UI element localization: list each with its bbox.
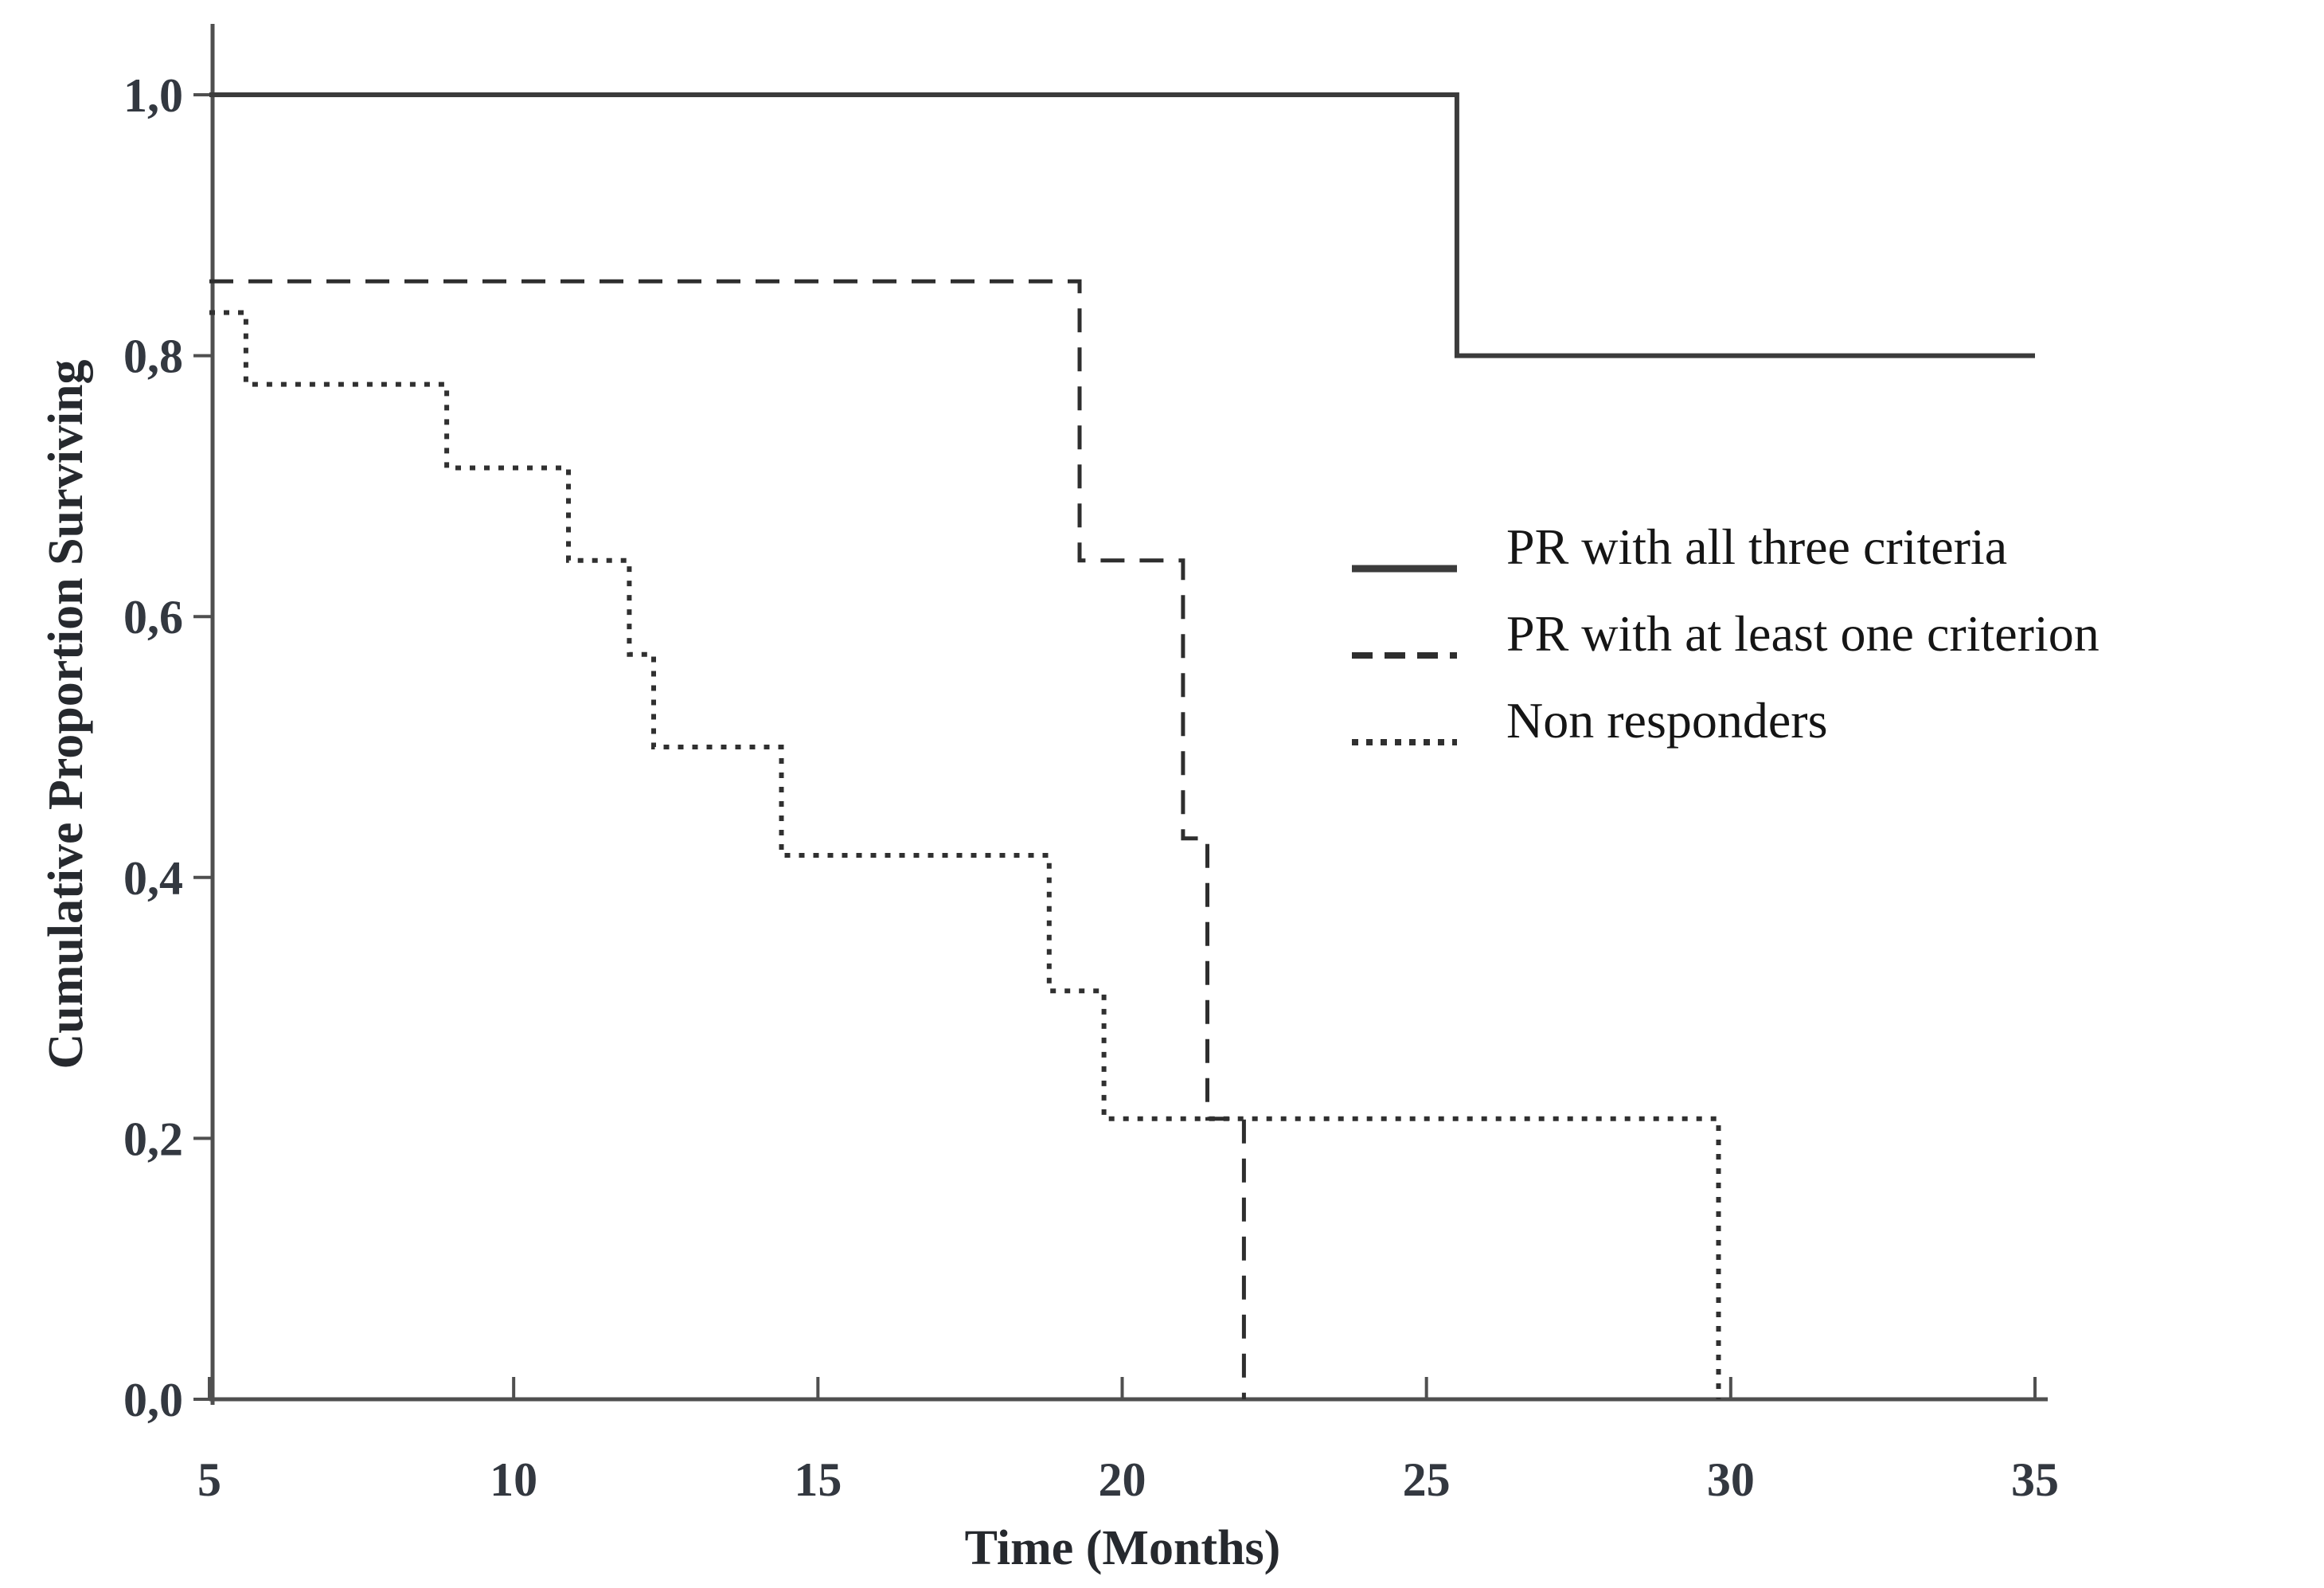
legend-item: PR with at least one criterion (1352, 605, 2099, 662)
x-tick-label: 35 (2011, 1453, 2059, 1506)
x-axis-ticks: 5 10 15 20 25 30 35 (197, 1377, 2059, 1506)
legend-label: PR with at least one criterion (1506, 605, 2099, 662)
series-dashed-line (209, 279, 1246, 1399)
legend-label: Non responders (1506, 692, 1827, 749)
y-tick-label: 0,8 (123, 331, 183, 383)
y-axis-title: Cumulative Proportion Surviving (39, 359, 93, 1069)
y-tick-label: 1,0 (123, 69, 183, 122)
legend-item: PR with all three criteria (1352, 518, 2007, 575)
legend-label: PR with all three criteria (1506, 518, 2007, 575)
y-tick-label: 0,2 (123, 1113, 183, 1165)
legend-item: Non responders (1352, 692, 1827, 749)
y-tick-label: 0,6 (123, 591, 183, 643)
x-tick-label: 20 (1099, 1453, 1146, 1506)
series-curves (209, 92, 2035, 1399)
x-tick-label: 25 (1403, 1453, 1451, 1506)
legend: PR with all three criteria PR with at lea… (1352, 518, 2099, 749)
series-dotted-line (209, 310, 1721, 1399)
series-solid-line (209, 92, 2035, 358)
x-tick-label: 15 (794, 1453, 842, 1506)
y-axis-ticks: 1,0 0,8 0,6 0,4 0,2 0,0 (123, 69, 214, 1426)
x-axis-title: Time (Months) (965, 1521, 1281, 1575)
y-tick-label: 0,0 (123, 1374, 183, 1426)
x-tick-label: 5 (197, 1453, 221, 1506)
y-tick-label: 0,4 (123, 852, 183, 905)
x-tick-label: 10 (490, 1453, 537, 1506)
x-tick-label: 30 (1707, 1453, 1755, 1506)
